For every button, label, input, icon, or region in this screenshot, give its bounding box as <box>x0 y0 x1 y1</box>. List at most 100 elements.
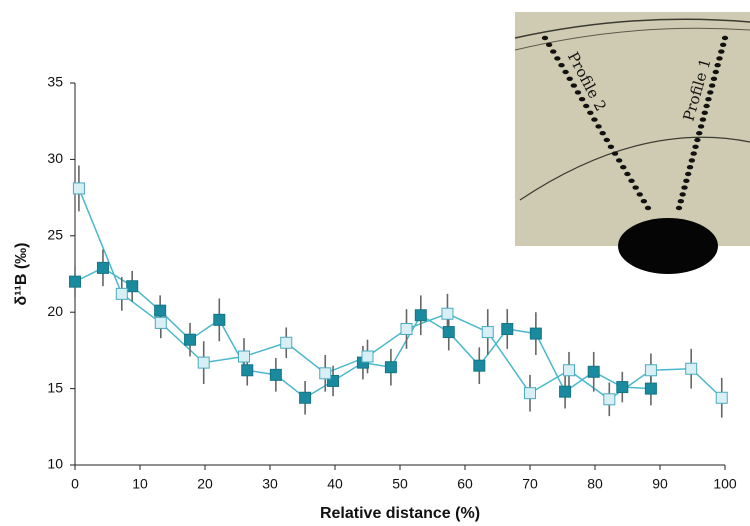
inset-dot <box>620 165 627 170</box>
marker <box>603 393 616 406</box>
inset-dot <box>690 151 697 156</box>
inset-dot <box>705 97 712 102</box>
inset-dot <box>712 69 719 75</box>
inset-arc <box>514 27 750 51</box>
inset-dot <box>703 103 710 109</box>
inset-arc <box>514 18 750 39</box>
marker <box>481 326 494 339</box>
inset-arc <box>519 136 750 201</box>
inset-dots <box>541 35 729 211</box>
inset-dot <box>688 158 696 163</box>
inset-dot <box>644 205 652 211</box>
marker <box>241 364 254 377</box>
inset-dot <box>718 49 725 54</box>
marker <box>154 316 167 329</box>
marker <box>299 391 312 404</box>
inset-dot <box>692 144 699 149</box>
marker <box>154 304 167 317</box>
marker <box>184 333 197 346</box>
x-tick-label: 30 <box>262 476 278 492</box>
marker <box>441 307 454 320</box>
inset-background <box>515 12 750 246</box>
y-tick-label: 20 <box>47 303 63 319</box>
marker <box>126 280 139 293</box>
marker <box>197 356 210 369</box>
marker <box>473 359 486 372</box>
inset-dot <box>587 110 594 116</box>
inset-hole <box>618 218 718 274</box>
inset-dot <box>710 76 718 82</box>
inset-dot <box>699 117 707 122</box>
inset-dot <box>696 131 703 136</box>
marker <box>644 364 657 377</box>
inset-dot <box>591 117 598 122</box>
inset-dot <box>707 90 714 95</box>
inset-dot <box>615 158 623 163</box>
y-tick-label: 15 <box>47 379 63 395</box>
marker <box>213 313 226 326</box>
x-tick-label: 90 <box>652 476 668 492</box>
x-tick-label: 40 <box>327 476 343 492</box>
marker <box>524 387 536 400</box>
inset-dot <box>607 144 615 149</box>
y-tick-label: 30 <box>47 150 63 166</box>
x-tick-label: 10 <box>132 476 148 492</box>
y-tick-label: 35 <box>47 74 63 90</box>
marker <box>529 327 542 340</box>
y-tick-label: 10 <box>47 456 63 472</box>
inset-dot <box>583 103 590 109</box>
inset-dot <box>683 178 690 183</box>
marker <box>327 374 340 387</box>
marker <box>69 275 81 288</box>
inset-dot <box>595 124 602 129</box>
inset-dot <box>679 192 686 197</box>
marker <box>563 364 575 377</box>
inset-dot <box>697 124 705 129</box>
x-tick-label: 100 <box>713 476 737 492</box>
marker <box>96 261 109 274</box>
marker <box>269 368 282 381</box>
x-tick-label: 50 <box>392 476 408 492</box>
inset-photo: Profile 2 Profile 1 <box>514 12 750 274</box>
inset-dot <box>719 42 727 47</box>
inset-dot <box>628 178 635 183</box>
inset-dot <box>624 171 631 177</box>
inset-dot <box>694 137 701 143</box>
inset-dot <box>611 151 619 156</box>
marker <box>442 326 455 339</box>
inset-dot <box>681 185 688 190</box>
inset-dot <box>632 185 639 190</box>
marker <box>384 361 397 374</box>
inset-dot <box>541 35 549 41</box>
inset-dot <box>708 83 716 88</box>
marker <box>115 287 128 300</box>
inset-dot <box>554 56 561 61</box>
inset-dot <box>686 165 694 170</box>
marker <box>414 309 427 322</box>
inset-dot <box>603 137 610 143</box>
y-tick-label: 25 <box>47 227 63 243</box>
marker <box>400 323 413 336</box>
x-tick-label: 0 <box>71 476 79 492</box>
inset-dot <box>640 199 648 204</box>
x-axis-label: Relative distance (%) <box>320 505 480 522</box>
inset-dot <box>599 131 606 136</box>
marker <box>361 350 374 363</box>
x-tick-label: 60 <box>457 476 473 492</box>
inset-dot <box>545 42 553 47</box>
inset-dot <box>558 62 565 68</box>
marker <box>587 365 600 378</box>
inset-dot <box>721 35 729 41</box>
inset-dot <box>714 62 721 68</box>
inset-dot <box>574 90 582 95</box>
marker <box>72 182 85 195</box>
y-axis-label: δ¹¹B (‰) <box>13 242 30 305</box>
inset-dot <box>636 192 643 197</box>
inset-dot <box>685 171 692 177</box>
marker <box>319 367 332 380</box>
marker <box>280 336 293 349</box>
marker <box>715 391 728 404</box>
inset-dot <box>716 56 723 61</box>
x-tick-label: 70 <box>522 476 538 492</box>
